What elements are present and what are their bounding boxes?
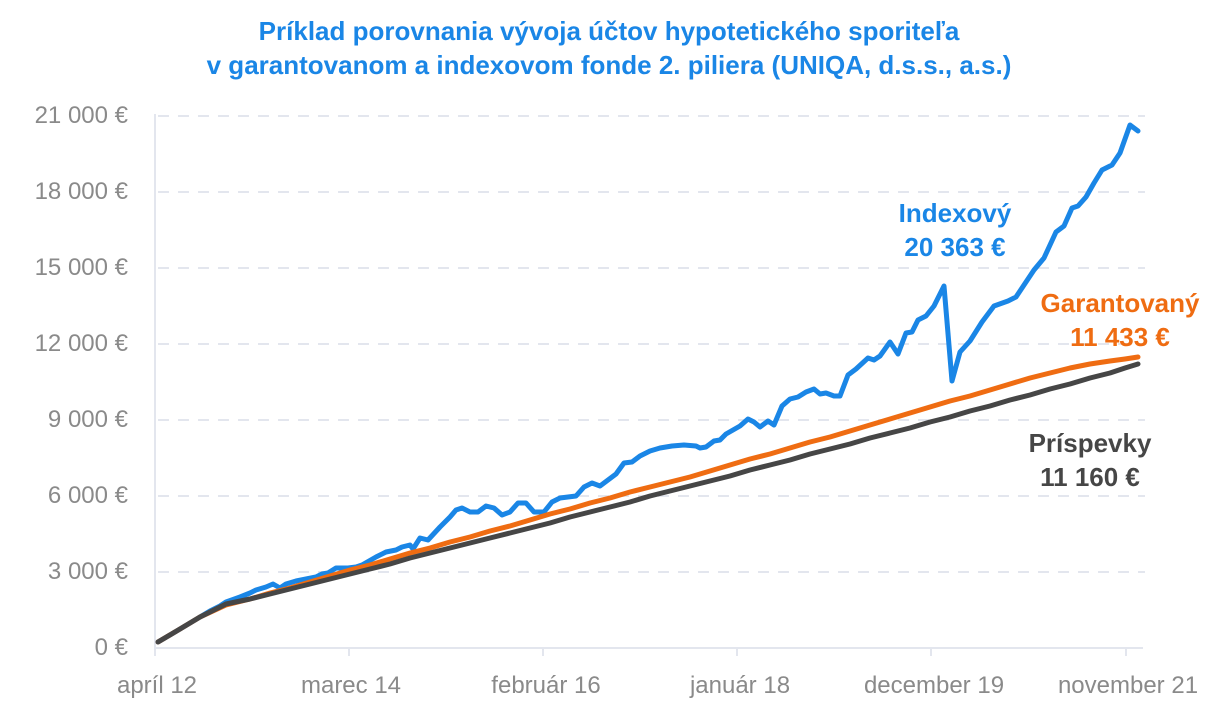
label-prispevky-value: 11 160 €: [1040, 462, 1140, 492]
x-tick-label: december 19: [863, 672, 1005, 699]
label-indexovy-name: Indexový: [898, 198, 1012, 228]
label-garantovany-value: 11 433 €: [1070, 322, 1170, 352]
y-tick-label: 3 000 €: [47, 558, 128, 585]
axes: [154, 114, 1143, 656]
y-tick-label: 15 000 €: [34, 254, 128, 281]
x-tick-label: január 18: [689, 672, 791, 699]
chart-title-line-2: v garantovanom a indexovom fonde 2. pili…: [206, 50, 1012, 80]
y-tick-label: 0 €: [94, 634, 128, 661]
chart-title-line-1: Príklad porovnania vývoja účtov hypoteti…: [258, 16, 960, 46]
series-line-prispevky: [155, 361, 1141, 645]
series-line-garantovany: [155, 354, 1141, 645]
series-line-indexovy: [155, 122, 1141, 645]
x-tick-label: marec 14: [300, 672, 402, 699]
y-tick-label: 18 000 €: [34, 178, 128, 205]
x-tick-label: apríl 12: [116, 672, 198, 699]
label-indexovy: Indexový 20 363 €: [885, 196, 1025, 264]
label-garantovany-name: Garantovaný: [1040, 288, 1200, 318]
y-tick-label: 9 000 €: [47, 406, 128, 433]
label-prispevky: Príspevky 11 160 €: [1015, 426, 1165, 494]
label-garantovany: Garantovaný 11 433 €: [1030, 286, 1210, 354]
y-tick-label: 12 000 €: [34, 330, 128, 357]
x-tick-label: február 16: [491, 672, 601, 699]
chart-title: Príklad porovnania vývoja účtov hypoteti…: [0, 14, 1218, 82]
x-tick-label: november 21: [1057, 672, 1199, 699]
label-indexovy-value: 20 363 €: [904, 232, 1006, 262]
y-tick-label: 21 000 €: [34, 102, 128, 129]
label-prispevky-name: Príspevky: [1028, 428, 1152, 458]
gridlines: [158, 115, 1145, 573]
y-tick-label: 6 000 €: [47, 482, 128, 509]
